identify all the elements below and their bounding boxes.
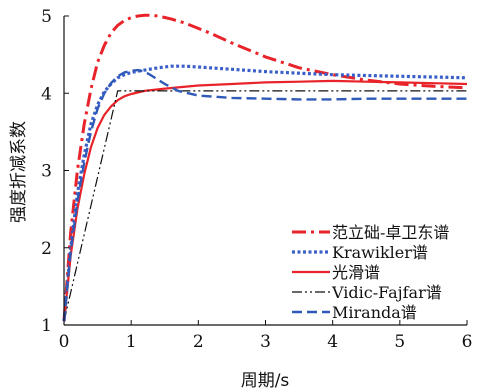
series-layer bbox=[62, 13, 468, 322]
x-tick-label: 5 bbox=[394, 332, 405, 352]
legend: 范立础-卓卫东谱Krawikler谱光滑谱Vidic-Fajfar谱Mirand… bbox=[292, 223, 449, 322]
series-line-3 bbox=[62, 79, 468, 322]
legend-label-5: Miranda谱 bbox=[332, 303, 417, 322]
series-line-1 bbox=[62, 13, 468, 322]
y-axis-title: 强度折减系数 bbox=[9, 121, 29, 223]
legend-label-2: Krawikler谱 bbox=[332, 243, 428, 262]
y-tick-label: 4 bbox=[41, 84, 52, 104]
x-tick-label: 2 bbox=[193, 332, 204, 352]
x-tick-label: 0 bbox=[59, 332, 70, 352]
x-tick-label: 4 bbox=[327, 332, 338, 352]
x-tick-label: 1 bbox=[126, 332, 137, 352]
y-tick-label: 5 bbox=[41, 7, 52, 27]
legend-label-1: 范立础-卓卫东谱 bbox=[332, 223, 449, 242]
y-tick-label: 2 bbox=[41, 239, 52, 259]
legend-label-3: 光滑谱 bbox=[332, 263, 380, 282]
y-tick-label: 1 bbox=[41, 316, 52, 336]
x-tick-label: 3 bbox=[260, 332, 271, 352]
y-tick-label: 3 bbox=[41, 162, 52, 182]
x-axis-title: 周期/s bbox=[241, 371, 290, 391]
legend-label-4: Vidic-Fajfar谱 bbox=[331, 283, 442, 302]
series-line-4 bbox=[63, 90, 467, 322]
series-line-2 bbox=[62, 64, 468, 322]
x-tick-label: 6 bbox=[462, 332, 473, 352]
